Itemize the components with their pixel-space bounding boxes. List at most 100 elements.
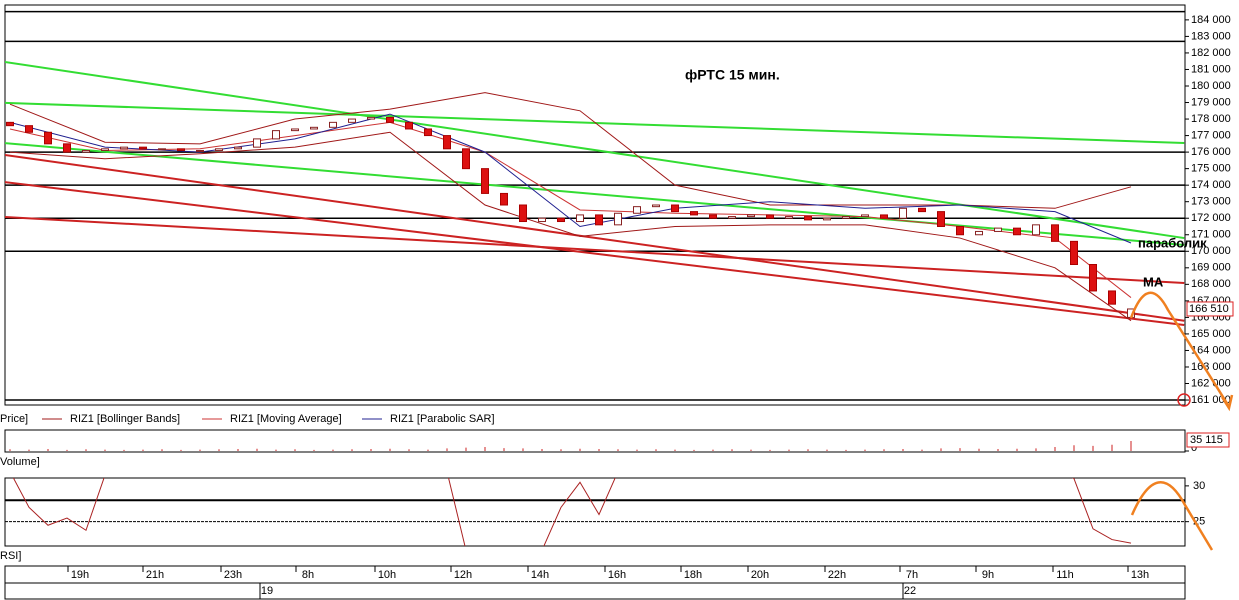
price-pane xyxy=(5,10,1185,401)
candle xyxy=(386,116,394,123)
y-tick-label: 162 000 xyxy=(1191,377,1231,389)
candle xyxy=(994,227,1002,232)
candle xyxy=(196,149,204,152)
candle xyxy=(937,211,945,227)
arrow-head xyxy=(1220,394,1234,412)
candle xyxy=(348,118,356,123)
y-tick-label: 165 000 xyxy=(1191,328,1231,340)
trendline xyxy=(5,101,1185,145)
legend-item: RIZ1 [Bollinger Bands] xyxy=(70,413,180,425)
candle xyxy=(462,148,470,170)
candle xyxy=(614,212,622,226)
date-label: 19 xyxy=(261,585,273,597)
trendline xyxy=(5,154,1185,322)
candle xyxy=(842,216,850,219)
annotation: MA xyxy=(1143,274,1164,289)
y-tick-label: 175 000 xyxy=(1191,163,1231,175)
candle xyxy=(595,214,603,226)
y-tick-label: 164 000 xyxy=(1191,344,1231,356)
trendline xyxy=(5,181,1185,326)
y-tick-label: 184 000 xyxy=(1191,14,1231,26)
legend-item: Price] xyxy=(0,413,28,425)
candle xyxy=(1032,224,1040,236)
candle xyxy=(823,217,831,221)
candle xyxy=(6,121,14,127)
y-tick-label: 183 000 xyxy=(1191,30,1231,42)
y-tick-label: 178 000 xyxy=(1191,113,1231,125)
candle xyxy=(1089,264,1097,292)
candle xyxy=(120,146,128,150)
x-tick-label: 12h xyxy=(454,569,472,581)
y-tick-label: 171 000 xyxy=(1191,229,1231,241)
date-label: 22 xyxy=(904,585,916,597)
candle xyxy=(272,130,280,140)
indicator-line xyxy=(9,113,1132,244)
pane-label: Volume] xyxy=(0,456,40,468)
forecast-arrow xyxy=(1130,481,1214,551)
candle xyxy=(139,146,147,150)
pane-label: RSI] xyxy=(0,550,21,562)
candle xyxy=(728,216,736,219)
x-tick-label: 11h xyxy=(1056,569,1074,581)
y-tick-label: 181 000 xyxy=(1191,63,1231,75)
candle xyxy=(538,217,546,223)
volume-box xyxy=(1186,432,1230,448)
candle xyxy=(329,121,337,128)
candle xyxy=(766,214,774,219)
candle xyxy=(405,121,413,130)
candle xyxy=(690,211,698,216)
x-tick-label: 18h xyxy=(684,569,702,581)
candle xyxy=(25,125,33,133)
x-tick-label: 16h xyxy=(608,569,626,581)
x-tick-label: 13h xyxy=(1131,569,1149,581)
main-frame xyxy=(4,4,1186,406)
candle xyxy=(158,148,166,151)
candle xyxy=(443,135,451,150)
y-tick-label: 180 000 xyxy=(1191,80,1231,92)
x-tick-label: 10h xyxy=(378,569,396,581)
candle xyxy=(519,204,527,223)
y-tick-label: 30 xyxy=(1193,480,1205,492)
candle xyxy=(1013,227,1021,236)
rsi-line xyxy=(12,478,1132,546)
rsi-pane xyxy=(5,478,1185,546)
candle xyxy=(861,214,869,218)
chart-title: фРТС 15 мин. xyxy=(685,67,780,83)
candle xyxy=(557,217,565,223)
x-tick-label: 19h xyxy=(71,569,89,581)
candle xyxy=(899,207,907,219)
candle xyxy=(633,206,641,214)
candle xyxy=(804,216,812,221)
candle xyxy=(310,126,318,130)
x-tick-label: 14h xyxy=(531,569,549,581)
candle xyxy=(975,230,983,236)
candle xyxy=(101,148,109,151)
y-tick-label: 176 000 xyxy=(1191,146,1231,158)
current-price: 166 510 xyxy=(1189,303,1229,315)
indicator-line xyxy=(9,131,1132,322)
x-tick-label: 7h xyxy=(906,569,918,581)
candle xyxy=(481,168,489,194)
candle xyxy=(215,148,223,151)
candle xyxy=(880,214,888,219)
candle xyxy=(63,143,71,153)
y-tick-label: 179 000 xyxy=(1191,96,1231,108)
annotation: параболик xyxy=(1138,235,1207,250)
labels: фРТС 15 мин. параболик MA Price] Volume]… xyxy=(0,67,1234,562)
candle xyxy=(234,146,242,150)
x-tick-label: 22h xyxy=(828,569,846,581)
candle xyxy=(367,116,375,120)
candle xyxy=(671,204,679,213)
y-tick-label: 163 000 xyxy=(1191,361,1231,373)
trendline xyxy=(5,60,1185,240)
candle xyxy=(500,192,508,206)
marker xyxy=(1177,393,1191,407)
y-tick-label: 168 000 xyxy=(1191,278,1231,290)
candle xyxy=(747,214,755,218)
candle xyxy=(44,131,52,145)
candle xyxy=(291,128,299,132)
y-tick-label: 0 xyxy=(1191,442,1197,454)
candle xyxy=(1051,224,1059,242)
